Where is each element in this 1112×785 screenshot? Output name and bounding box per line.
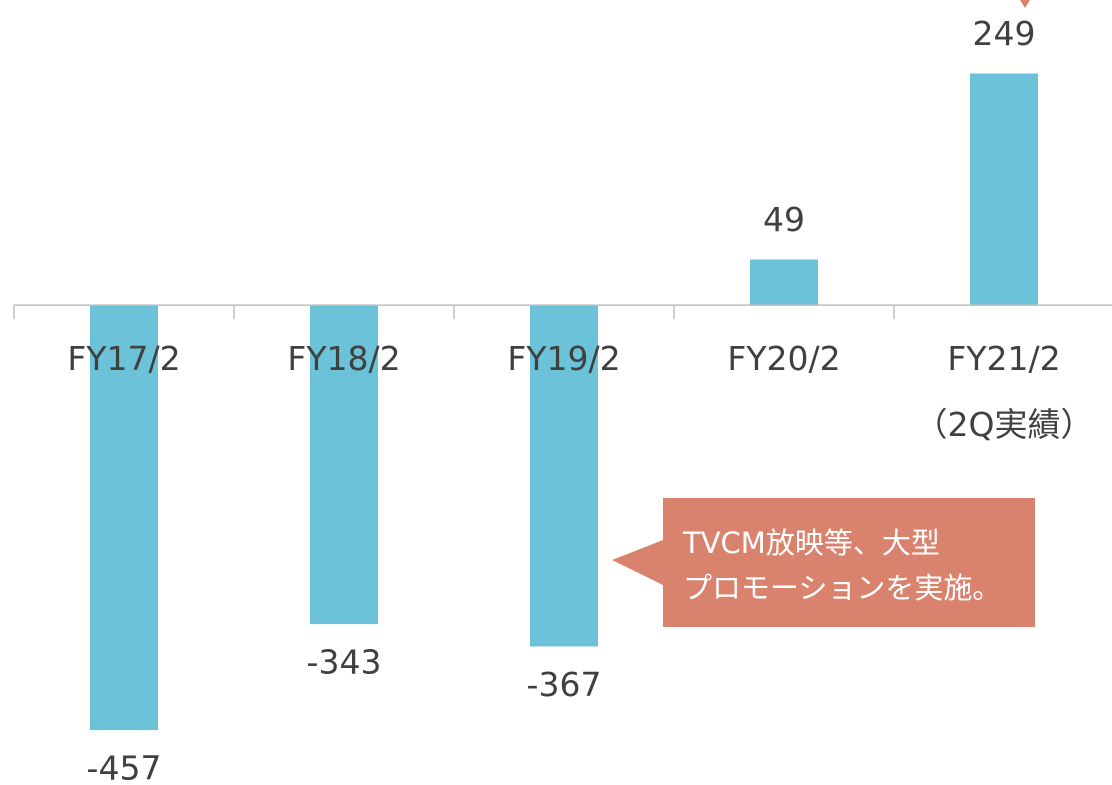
plot: -457 FY17/2 -343 FY18/2 -367 FY19/2 49 FY20/2 24…: [13, 14, 1112, 785]
value-label: -457: [87, 749, 162, 785]
x-tick-label: FY21/2 （2Q実績）: [915, 339, 1094, 444]
callout-text: TVCM放映等、大型プロモーションを実施。: [682, 526, 1001, 605]
callout-box: [612, 498, 1035, 627]
x-tick-label: FY17/2: [67, 339, 180, 378]
bar: [750, 259, 818, 306]
bar: [310, 305, 378, 625]
value-label: -343: [307, 643, 382, 682]
value-label: 49: [763, 200, 805, 239]
bar: [90, 305, 158, 731]
x-tick-label: FY19/2: [507, 339, 620, 378]
x-tick-label: FY20/2: [727, 339, 840, 378]
bar: [970, 73, 1038, 306]
value-label: 249: [973, 14, 1036, 53]
x-tick-label: FY18/2: [287, 339, 400, 378]
callout: TVCM放映等、大型プロモーションを実施。: [612, 498, 1035, 627]
bar: [530, 305, 598, 647]
value-label: -367: [527, 665, 602, 704]
arrow-tip: [1020, 0, 1030, 8]
